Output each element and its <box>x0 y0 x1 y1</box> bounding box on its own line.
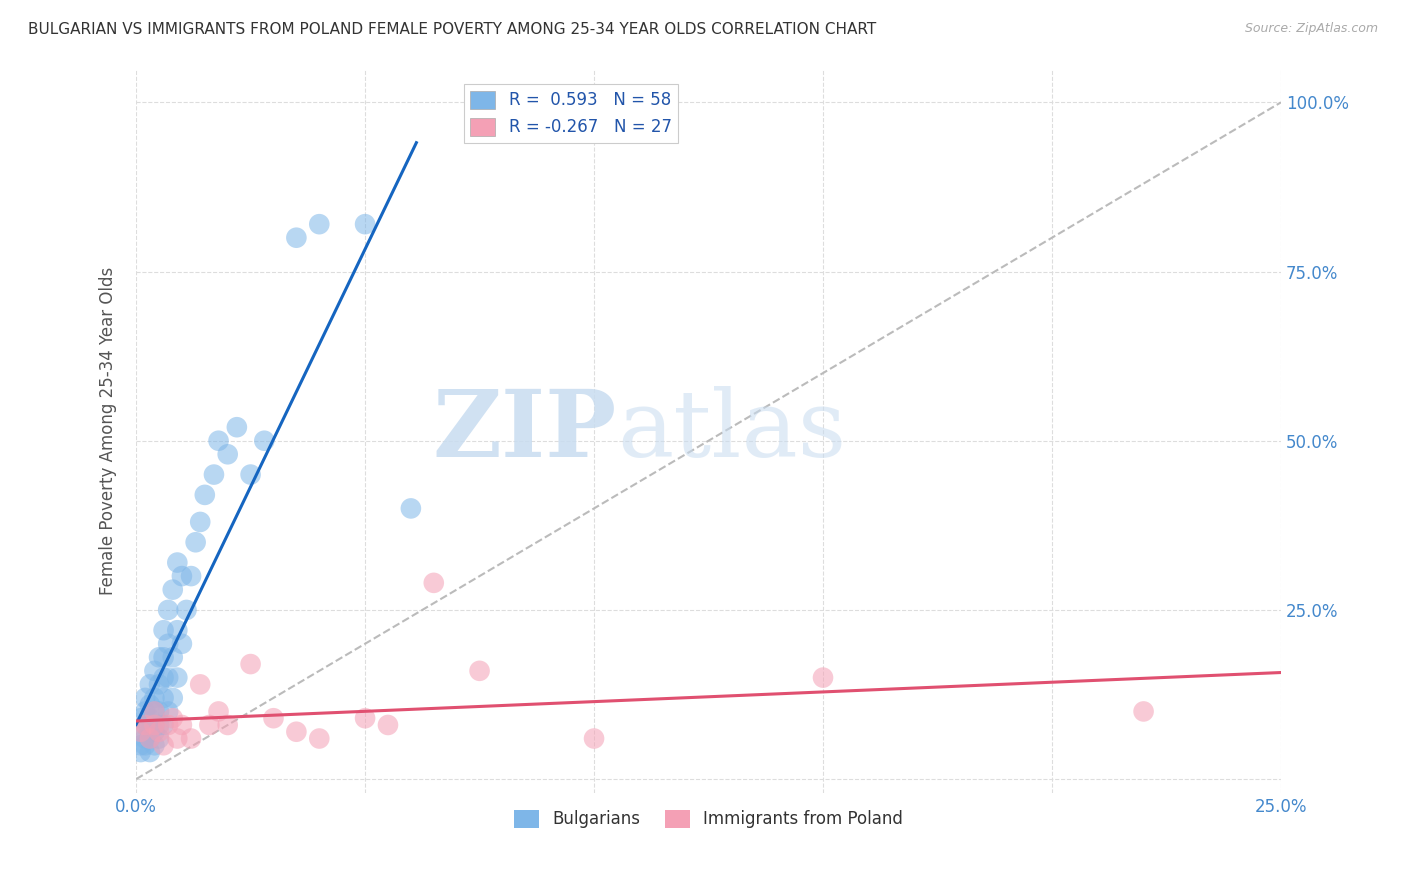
Point <box>170 637 193 651</box>
Point <box>239 467 262 482</box>
Point <box>399 501 422 516</box>
Point <box>285 724 308 739</box>
Point <box>148 724 170 739</box>
Point <box>354 711 377 725</box>
Point <box>148 718 170 732</box>
Point <box>157 671 180 685</box>
Point <box>180 569 202 583</box>
Point <box>152 739 174 753</box>
Point <box>139 745 162 759</box>
Point <box>166 556 188 570</box>
Point <box>143 718 166 732</box>
Point <box>129 739 152 753</box>
Text: ZIP: ZIP <box>433 385 617 475</box>
Point <box>134 739 156 753</box>
Y-axis label: Female Poverty Among 25-34 Year Olds: Female Poverty Among 25-34 Year Olds <box>100 267 117 595</box>
Point <box>308 731 330 746</box>
Legend: Bulgarians, Immigrants from Poland: Bulgarians, Immigrants from Poland <box>508 803 910 835</box>
Point <box>207 434 229 448</box>
Point <box>162 711 184 725</box>
Point <box>207 705 229 719</box>
Point <box>188 515 211 529</box>
Point <box>166 624 188 638</box>
Point <box>143 724 166 739</box>
Point <box>148 731 170 746</box>
Point <box>143 664 166 678</box>
Point <box>162 650 184 665</box>
Point <box>148 677 170 691</box>
Point <box>152 718 174 732</box>
Point <box>139 731 162 746</box>
Point <box>308 217 330 231</box>
Point <box>152 690 174 705</box>
Point <box>143 739 166 753</box>
Point <box>253 434 276 448</box>
Point <box>157 705 180 719</box>
Point <box>152 671 174 685</box>
Point <box>143 705 166 719</box>
Point <box>139 731 162 746</box>
Point <box>180 731 202 746</box>
Point <box>139 698 162 712</box>
Point <box>468 664 491 678</box>
Point <box>263 711 285 725</box>
Text: atlas: atlas <box>617 385 846 475</box>
Point <box>170 718 193 732</box>
Point <box>143 690 166 705</box>
Point <box>162 582 184 597</box>
Point <box>139 724 162 739</box>
Point <box>194 488 217 502</box>
Point <box>129 724 152 739</box>
Point <box>202 467 225 482</box>
Point <box>377 718 399 732</box>
Point <box>166 731 188 746</box>
Point <box>157 603 180 617</box>
Point <box>134 718 156 732</box>
Point <box>152 650 174 665</box>
Point <box>285 230 308 244</box>
Point <box>188 677 211 691</box>
Text: Source: ZipAtlas.com: Source: ZipAtlas.com <box>1244 22 1378 36</box>
Point <box>139 711 162 725</box>
Point <box>143 718 166 732</box>
Point <box>134 718 156 732</box>
Point <box>811 671 834 685</box>
Point <box>423 575 446 590</box>
Point <box>134 731 156 746</box>
Point <box>148 650 170 665</box>
Point <box>139 677 162 691</box>
Point <box>239 657 262 671</box>
Point <box>184 535 207 549</box>
Point <box>143 705 166 719</box>
Point <box>129 724 152 739</box>
Point <box>134 705 156 719</box>
Point <box>134 690 156 705</box>
Point <box>157 718 180 732</box>
Point <box>129 745 152 759</box>
Point <box>170 569 193 583</box>
Point <box>354 217 377 231</box>
Point <box>217 447 239 461</box>
Point <box>1132 705 1154 719</box>
Text: BULGARIAN VS IMMIGRANTS FROM POLAND FEMALE POVERTY AMONG 25-34 YEAR OLDS CORRELA: BULGARIAN VS IMMIGRANTS FROM POLAND FEMA… <box>28 22 876 37</box>
Point <box>176 603 198 617</box>
Point <box>162 690 184 705</box>
Point <box>148 705 170 719</box>
Point <box>198 718 221 732</box>
Point <box>225 420 247 434</box>
Point <box>583 731 606 746</box>
Point <box>157 637 180 651</box>
Point <box>129 711 152 725</box>
Point <box>166 671 188 685</box>
Point <box>152 624 174 638</box>
Point <box>217 718 239 732</box>
